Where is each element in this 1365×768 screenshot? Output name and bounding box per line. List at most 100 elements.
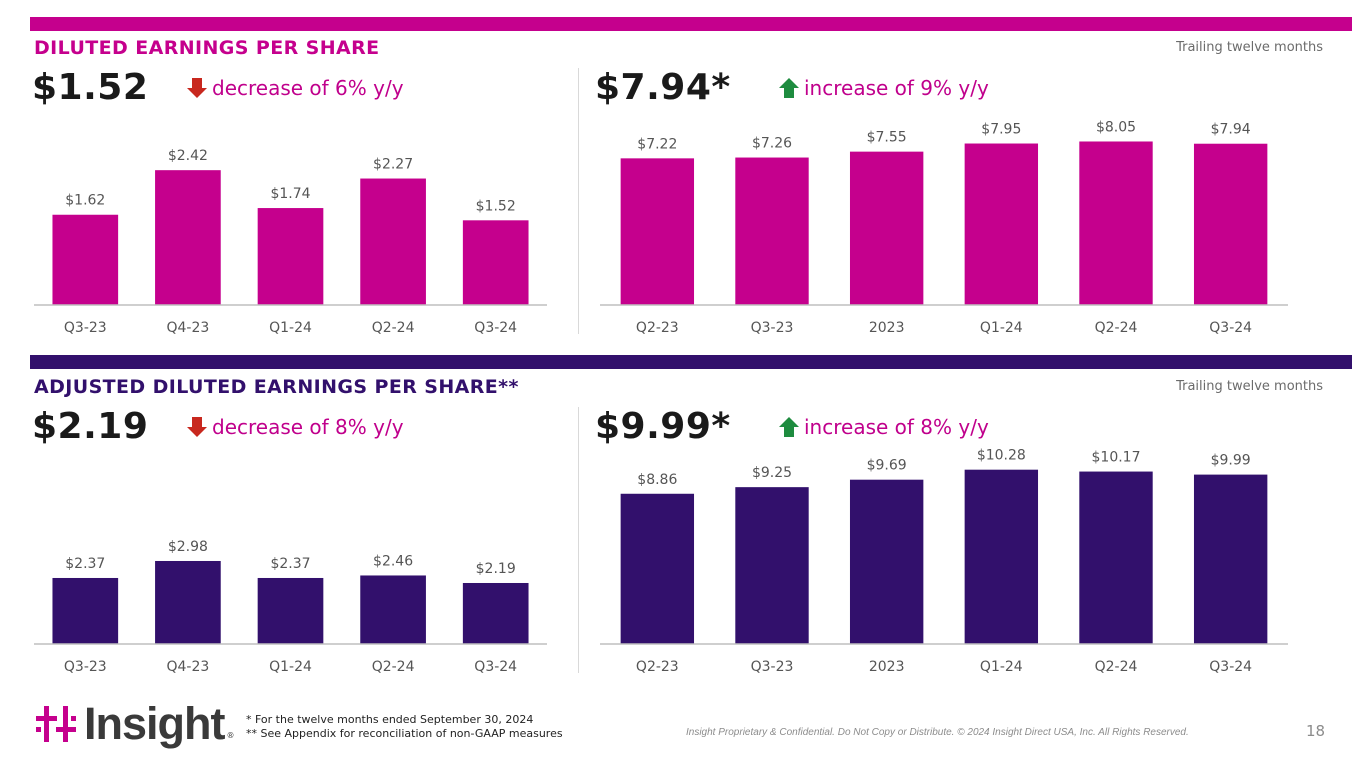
up-arrow-icon <box>779 78 799 98</box>
data-label-Q3-24: $9.99 <box>1211 453 1251 469</box>
data-label-Q1-24: $7.95 <box>981 122 1021 138</box>
bar-Q1-24 <box>964 469 1039 644</box>
down-arrow-icon <box>187 417 207 437</box>
bar-Q2-23 <box>620 493 695 644</box>
vertical-divider <box>578 68 579 334</box>
adjusted-ttm-change-text: increase of 8% y/y <box>804 415 989 439</box>
insight-logo: Insight ® <box>36 698 234 750</box>
data-label-Q2-24: $2.27 <box>373 157 413 173</box>
down-arrow-icon <box>187 78 207 98</box>
vertical-divider <box>578 407 579 673</box>
data-label-2023: $9.69 <box>867 458 907 474</box>
diluted-quarterly-chart: $1.62 Q3-23 $2.42 Q4-23 $1.74 Q1-24 $2.27 Q2-24… <box>34 148 547 336</box>
bar-Q2-24 <box>360 178 426 305</box>
category-label-Q1-24: Q1-24 <box>980 320 1023 336</box>
registered-mark: ® <box>226 731 235 740</box>
diluted-section-title: DILUTED EARNINGS PER SHARE <box>34 37 380 59</box>
adjusted-quarter-change-text: decrease of 8% y/y <box>212 415 404 439</box>
bar-Q1-24 <box>257 208 324 305</box>
confidentiality-notice: Insight Proprietary & Confidential. Do N… <box>686 727 1189 738</box>
category-label-Q2-24: Q2-24 <box>372 320 415 336</box>
bar-2023 <box>849 151 924 305</box>
category-label-Q2-24: Q2-24 <box>372 659 415 675</box>
category-label-Q3-24: Q3-24 <box>474 659 517 675</box>
bar-Q3-23 <box>52 577 119 644</box>
footnote-1: * For the twelve months ended September … <box>246 713 534 726</box>
bar-Q3-24 <box>1193 143 1268 305</box>
bar-Q3-24 <box>1193 474 1268 644</box>
adjusted-ttm-label: Trailing twelve months <box>1176 379 1323 394</box>
adjusted-ttm-value: $9.99* <box>595 406 731 447</box>
data-label-Q2-23: $7.22 <box>637 136 677 152</box>
footnote-2: ** See Appendix for reconciliation of no… <box>246 727 563 740</box>
data-label-Q1-24: $10.28 <box>977 448 1026 464</box>
category-label-Q3-23: Q3-23 <box>751 320 794 336</box>
data-label-Q3-24: $1.52 <box>476 198 516 214</box>
diluted-ttm-value: $7.94* <box>595 67 731 108</box>
bar-Q2-24 <box>360 575 426 644</box>
data-label-2023: $7.55 <box>867 130 907 146</box>
category-label-2023: 2023 <box>869 659 905 675</box>
up-arrow-icon <box>779 417 799 437</box>
category-label-Q1-24: Q1-24 <box>269 320 312 336</box>
bar-Q2-24 <box>1079 141 1153 305</box>
diluted-ttm-chart: $7.22 Q2-23 $7.26 Q3-23 $7.55 2023 $7.95 Q1-24 $… <box>600 119 1288 336</box>
bar-Q3-24 <box>462 220 529 305</box>
category-label-Q1-24: Q1-24 <box>269 659 312 675</box>
adjusted-quarter-change: decrease of 8% y/y <box>186 415 404 439</box>
category-label-Q2-23: Q2-23 <box>636 659 679 675</box>
footnotes: * For the twelve months ended September … <box>246 713 563 741</box>
category-label-Q4-23: Q4-23 <box>167 659 210 675</box>
category-label-Q3-23: Q3-23 <box>64 659 107 675</box>
category-label-Q2-23: Q2-23 <box>636 320 679 336</box>
insight-logo-mark-icon <box>36 706 76 742</box>
bar-Q2-23 <box>620 158 695 305</box>
data-label-Q1-24: $2.37 <box>270 556 310 572</box>
diluted-ttm-change: increase of 9% y/y <box>778 76 989 100</box>
category-label-Q2-24: Q2-24 <box>1095 320 1138 336</box>
adjusted-ttm-chart: $8.86 Q2-23 $9.25 Q3-23 $9.69 2023 $10.28 Q1-24… <box>600 448 1288 675</box>
bar-Q4-23 <box>155 560 221 644</box>
category-label-Q2-24: Q2-24 <box>1095 659 1138 675</box>
adjusted-section-title: ADJUSTED DILUTED EARNINGS PER SHARE** <box>34 376 519 398</box>
diluted-ttm-change-text: increase of 9% y/y <box>804 76 989 100</box>
diluted-quarter-value: $1.52 <box>32 67 149 108</box>
data-label-Q3-23: $7.26 <box>752 136 792 152</box>
data-label-Q3-23: $1.62 <box>65 193 105 209</box>
bar-2023 <box>849 479 924 644</box>
data-label-Q4-23: $2.98 <box>168 539 208 555</box>
adjusted-ttm-change: increase of 8% y/y <box>778 415 989 439</box>
bar-Q3-23 <box>735 487 809 644</box>
bar-Q2-24 <box>1079 471 1153 644</box>
bar-Q3-24 <box>462 582 529 644</box>
data-label-Q2-24: $8.05 <box>1096 119 1136 135</box>
category-label-Q3-23: Q3-23 <box>64 320 107 336</box>
data-label-Q2-23: $8.86 <box>637 472 677 488</box>
insight-logo-text: Insight <box>84 698 225 749</box>
top-divider-band <box>30 17 1352 31</box>
category-label-Q4-23: Q4-23 <box>167 320 210 336</box>
page-number: 18 <box>1306 722 1326 740</box>
bar-Q3-23 <box>735 157 809 305</box>
diluted-quarter-change-text: decrease of 6% y/y <box>212 76 404 100</box>
data-label-Q2-24: $10.17 <box>1092 450 1141 466</box>
data-label-Q3-24: $7.94 <box>1211 122 1251 138</box>
adjusted-quarter-value: $2.19 <box>32 406 149 447</box>
data-label-Q2-24: $2.46 <box>373 553 413 569</box>
bar-Q1-24 <box>257 577 324 644</box>
data-label-Q1-24: $1.74 <box>270 186 310 202</box>
category-label-Q3-24: Q3-24 <box>474 320 517 336</box>
diluted-quarter-change: decrease of 6% y/y <box>186 76 404 100</box>
category-label-Q3-23: Q3-23 <box>751 659 794 675</box>
adjusted-quarterly-chart: $2.37 Q3-23 $2.98 Q4-23 $2.37 Q1-24 $2.46 Q2-24… <box>34 539 547 675</box>
data-label-Q3-24: $2.19 <box>476 561 516 577</box>
bottom-divider-band <box>30 355 1352 369</box>
bar-Q1-24 <box>964 143 1039 305</box>
data-label-Q3-23: $9.25 <box>752 465 792 481</box>
category-label-Q3-24: Q3-24 <box>1209 659 1252 675</box>
data-label-Q3-23: $2.37 <box>65 556 105 572</box>
category-label-Q1-24: Q1-24 <box>980 659 1023 675</box>
bar-Q3-23 <box>52 214 119 305</box>
diluted-ttm-label: Trailing twelve months <box>1176 40 1323 55</box>
data-label-Q4-23: $2.42 <box>168 148 208 164</box>
